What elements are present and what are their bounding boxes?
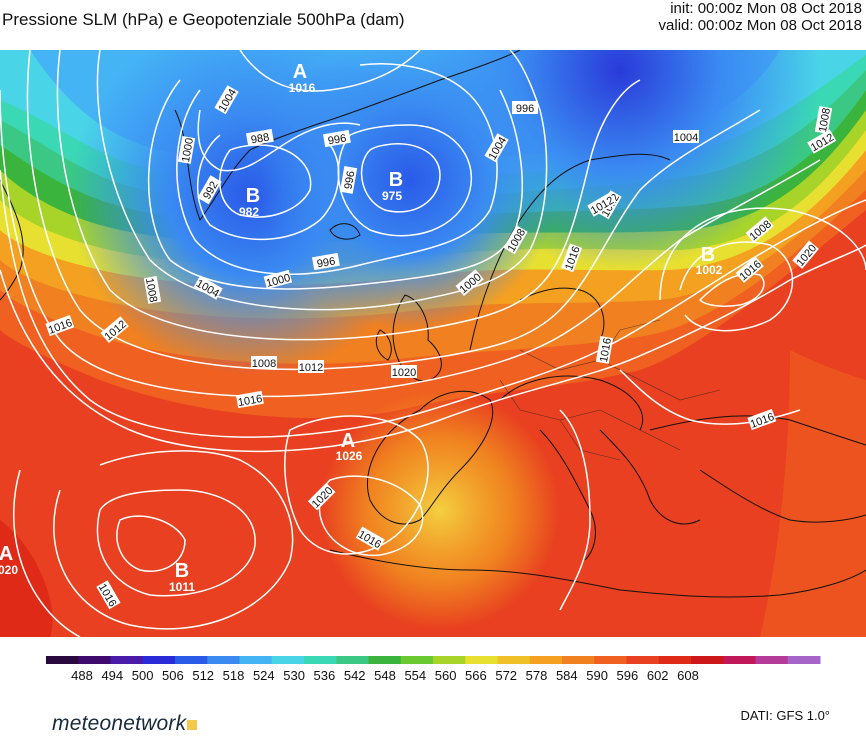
center-type: A (293, 61, 307, 83)
colorbar-swatch (271, 656, 305, 664)
colorbar-tick-label: 536 (314, 668, 336, 683)
brand-square-icon (187, 720, 198, 730)
svg-text:1008: 1008 (143, 277, 159, 303)
colorbar-swatch (368, 656, 402, 664)
colorbar-tick-label: 560 (435, 668, 457, 683)
colorbar-swatch (465, 656, 498, 664)
isobar-label: 1004 (673, 130, 699, 144)
brand-logo: meteonetwork (52, 712, 198, 736)
isobar-label: 1000 (177, 135, 196, 164)
colorbar-tick-label: 518 (223, 668, 245, 683)
svg-text:996: 996 (342, 170, 357, 190)
colorbar-swatch (336, 656, 369, 664)
isobar-label: 1012 (298, 360, 324, 374)
colorbar-swatch (691, 656, 724, 664)
colorbar-tick-label: 602 (647, 668, 669, 683)
isobar-label: 1000 (263, 269, 293, 290)
colorbar-swatch (723, 656, 756, 664)
colorbar-tick-label: 608 (677, 668, 699, 683)
colorbar-swatch (755, 656, 789, 664)
colorbar-tick-label: 596 (617, 668, 639, 683)
colorbar-swatch (787, 656, 821, 664)
svg-text:1004: 1004 (674, 132, 698, 144)
center-type: A (341, 430, 355, 452)
isobar-label: 996 (339, 165, 357, 194)
colorbar-swatch (142, 656, 176, 664)
isobar-label: 1016 (235, 390, 264, 409)
colorbar-swatch (304, 656, 337, 664)
center-type: B (175, 560, 189, 582)
valid-time: valid: 00:00z Mon 08 Oct 2018 (658, 17, 862, 34)
colorbar-tick-label: 494 (101, 668, 123, 683)
center-value: 1026 (336, 449, 363, 463)
svg-text:1016: 1016 (598, 337, 614, 363)
colorbar-tick-label: 488 (71, 668, 93, 683)
colorbar-tick-label: 548 (374, 668, 396, 683)
colorbar-swatch (562, 656, 595, 664)
svg-text:1020: 1020 (392, 367, 416, 379)
colorbar-swatch (497, 656, 531, 664)
colorbar-tick-label: 512 (192, 668, 214, 683)
colorbar-tick-label: 554 (404, 668, 426, 683)
colorbar-tick-label: 530 (283, 668, 305, 683)
colorbar-swatch (626, 656, 660, 664)
isobar-label: 1008 (251, 356, 277, 370)
colorbar-tick-label: 572 (495, 668, 517, 683)
isobar-label: 1008 (814, 105, 833, 134)
svg-text:988: 988 (250, 131, 270, 146)
colorbar-swatch (110, 656, 144, 664)
svg-text:1012: 1012 (299, 362, 323, 374)
isobar-label: 996 (311, 252, 340, 270)
center-type: B (701, 244, 715, 266)
colorbar-swatch (529, 656, 563, 664)
isobar-label: 1008 (143, 275, 162, 304)
svg-text:1008: 1008 (817, 107, 833, 133)
brand-name: meteonetwork (52, 712, 187, 735)
colorbar-tick-label: 584 (556, 668, 578, 683)
colorbar-tick-label: 590 (586, 668, 608, 683)
center-type: B (246, 185, 260, 207)
center-value: 1016 (289, 81, 316, 95)
colorbar-swatch (433, 656, 466, 664)
center-value: 1011 (169, 580, 195, 594)
weather-map: A 1016 B 982 B 975 B 1002 A 1026 B 1011 … (0, 50, 866, 637)
center-type: B (389, 169, 403, 191)
svg-text:1016: 1016 (237, 393, 263, 409)
colorbar-tick-label: 578 (526, 668, 548, 683)
colorbar-swatch (175, 656, 208, 664)
colorbar-swatch (239, 656, 273, 664)
colorbar-swatch (400, 656, 434, 664)
center-value: 975 (382, 189, 402, 203)
isobar-labels: 1004996992100098899699610041012100810081… (45, 85, 837, 610)
svg-text:996: 996 (316, 255, 336, 270)
isobar-label: 996 (512, 101, 538, 115)
isobar-label: 1020 (391, 365, 417, 379)
svg-text:1008: 1008 (252, 358, 276, 370)
data-source: DATI: GFS 1.0° (740, 708, 830, 723)
colorbar-tick-label: 566 (465, 668, 487, 683)
colorbar-tick-label: 506 (162, 668, 184, 683)
run-info: init: 00:00z Mon 08 Oct 2018 valid: 00:0… (659, 0, 862, 34)
colorbar-tick-label: 524 (253, 668, 275, 683)
colorbar-swatch (658, 656, 692, 664)
svg-text:996: 996 (516, 103, 534, 115)
isobar-label: 1016 (595, 335, 614, 364)
colorbar-tick-label: 542 (344, 668, 366, 683)
center-value: 1002 (696, 263, 723, 277)
center-value: 982 (239, 205, 259, 219)
center-value: 020 (0, 563, 18, 577)
center-type: A (0, 543, 13, 565)
init-time: init: 00:00z Mon 08 Oct 2018 (670, 0, 862, 17)
colorbar-swatch (594, 656, 627, 664)
svg-text:1000: 1000 (180, 137, 196, 163)
colorbar-tick-label: 500 (132, 668, 154, 683)
colorbar-swatch (78, 656, 111, 664)
map-title: Pressione SLM (hPa) e Geopotenziale 500h… (2, 10, 405, 29)
isobar-label: 996 (322, 129, 351, 147)
svg-text:996: 996 (327, 132, 347, 147)
colorbar: 488 494 500 506 512 518 524 530 536 542 548 554 560 5… (46, 656, 821, 683)
colorbar-swatch (46, 656, 79, 664)
colorbar-swatch (207, 656, 240, 664)
isobar-label: 988 (245, 128, 274, 146)
